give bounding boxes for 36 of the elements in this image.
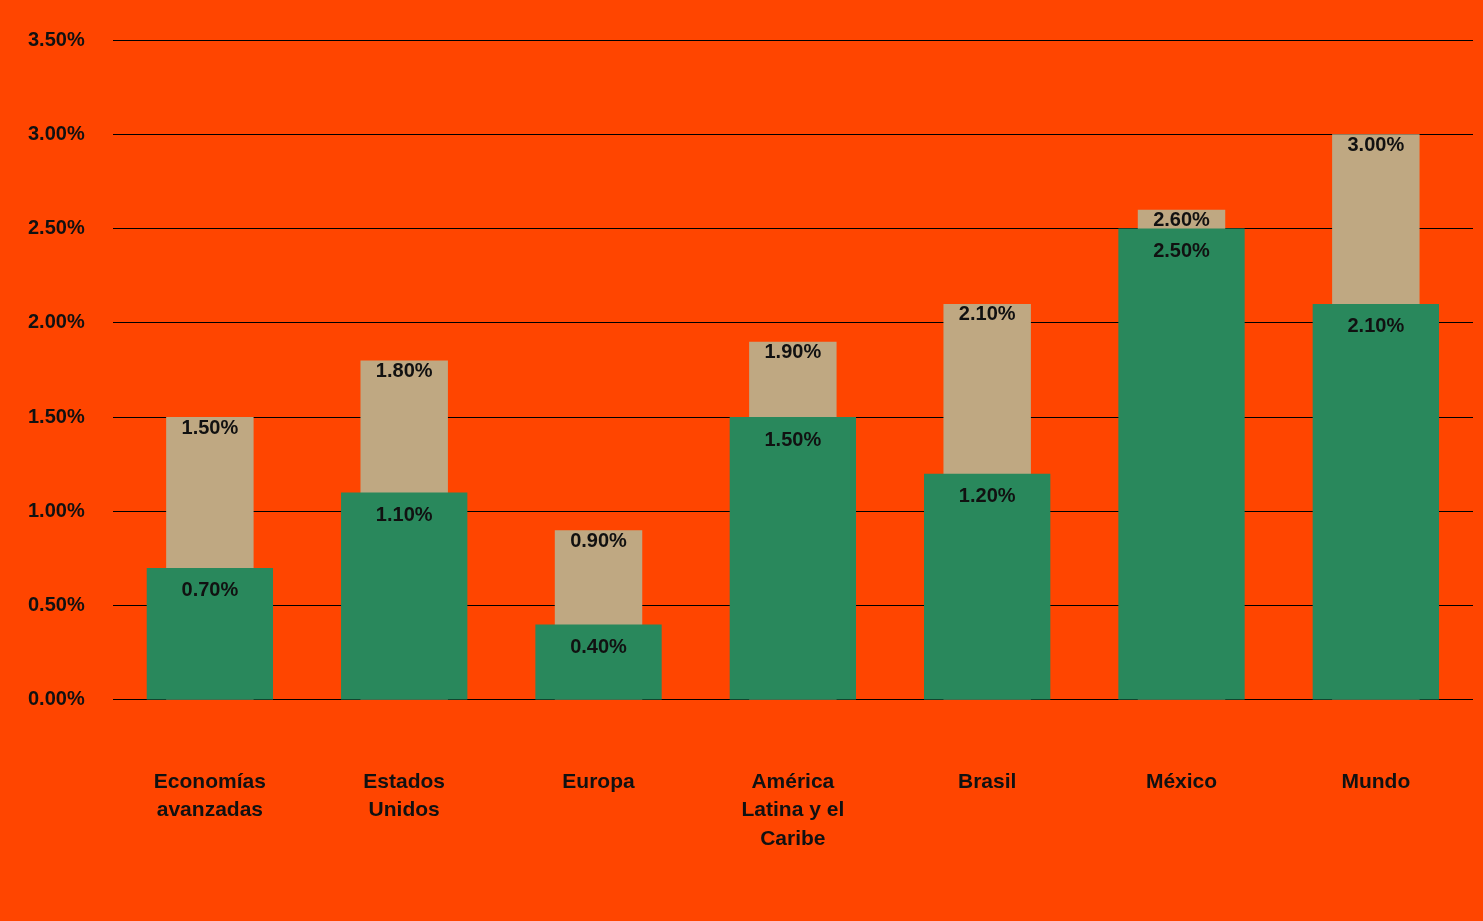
- bar: [146, 567, 274, 700]
- x-tick-label: América Latina y el Caribe: [741, 768, 845, 849]
- x-tick-label: Europa: [562, 768, 636, 792]
- data-label: 0.40%: [570, 635, 628, 658]
- y-tick-label: 2.00%: [27, 310, 85, 333]
- x-tick-label: Brasil: [957, 768, 1017, 792]
- data-label: 1.20%: [958, 484, 1016, 507]
- y-tick-label: 3.50%: [27, 27, 85, 50]
- bar: [1312, 303, 1439, 700]
- bar: [1118, 228, 1245, 700]
- data-label: 2.60%: [1153, 208, 1211, 231]
- bar: [341, 492, 468, 700]
- data-label: 3.00%: [1347, 132, 1405, 155]
- data-label: 1.50%: [764, 427, 822, 450]
- data-label: 1.50%: [181, 415, 239, 438]
- data-label: 2.10%: [1347, 314, 1405, 337]
- y-tick-label: 0.00%: [27, 687, 85, 710]
- data-label: 0.70%: [181, 578, 239, 601]
- data-label: 1.10%: [375, 503, 433, 526]
- bar: [924, 473, 1051, 700]
- x-tick-label: Estados Unidos: [363, 768, 446, 821]
- y-tick-label: 1.50%: [27, 404, 85, 427]
- data-label: 2.10%: [958, 302, 1016, 325]
- x-tick-label: México: [1145, 768, 1218, 792]
- data-label: 1.80%: [375, 359, 433, 382]
- data-label: 2.50%: [1153, 239, 1211, 262]
- y-tick-label: 0.50%: [27, 593, 85, 616]
- y-tick-label: 2.50%: [27, 216, 85, 239]
- data-label: 1.90%: [764, 340, 822, 363]
- x-tick-label: Economías avanzadas: [153, 768, 266, 821]
- y-tick-label: 1.00%: [27, 498, 85, 521]
- y-tick-label: 3.00%: [27, 121, 85, 144]
- bar: [535, 624, 662, 700]
- data-label: 0.90%: [570, 528, 628, 551]
- bar: [729, 417, 857, 700]
- x-tick-label: Mundo: [1341, 768, 1411, 792]
